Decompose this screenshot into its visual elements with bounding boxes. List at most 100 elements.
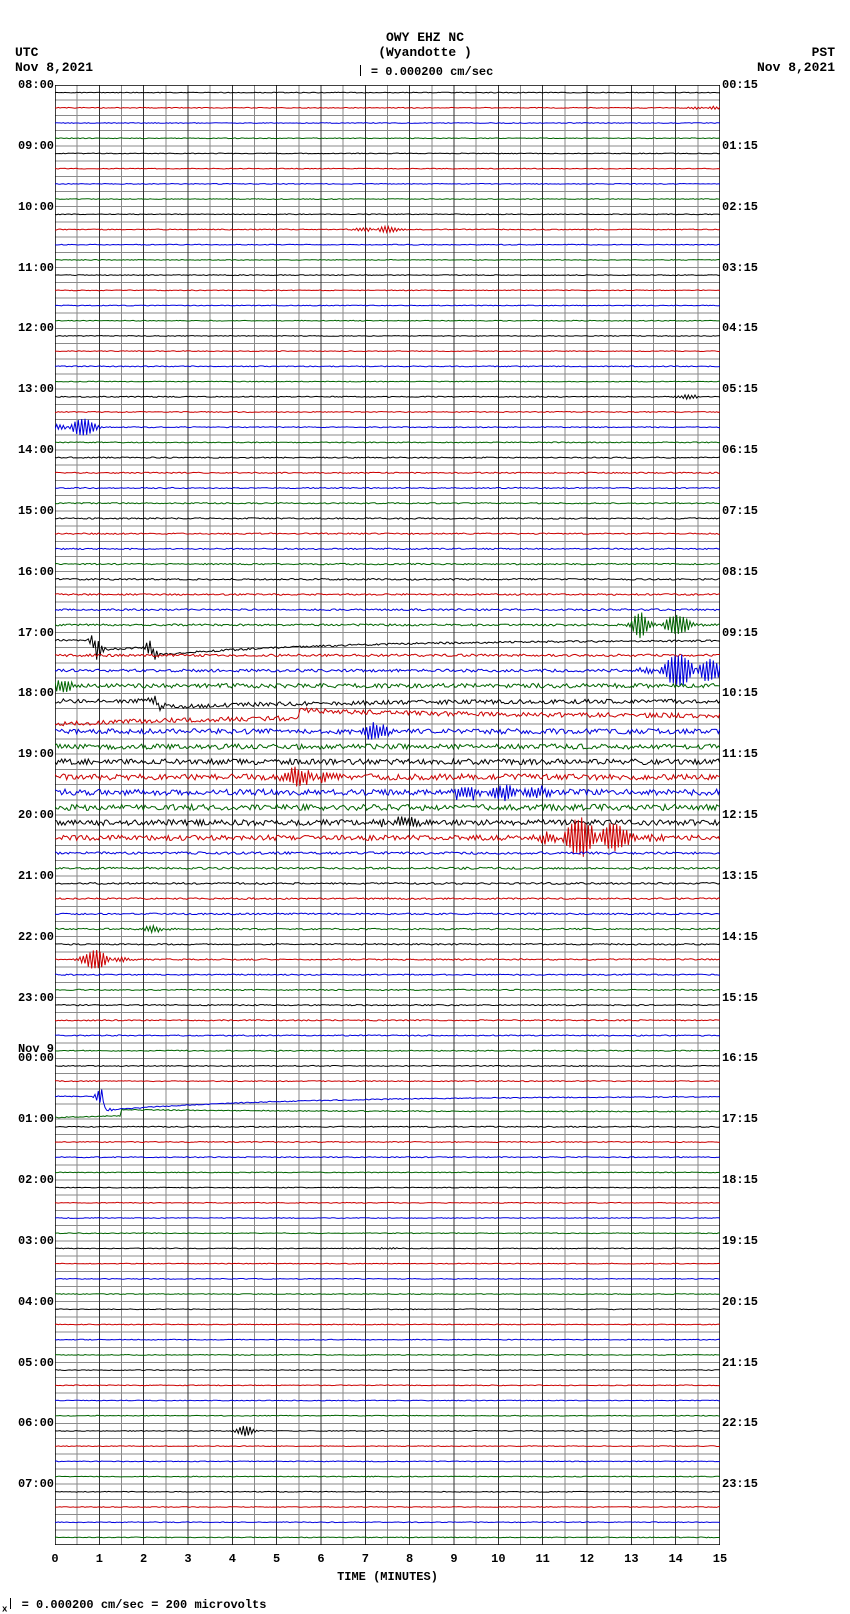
seismic-trace [55,442,720,443]
seismic-trace [55,106,720,109]
seismic-trace [55,305,720,306]
pst-time-label: 18:15 [722,1174,842,1186]
seismic-trace [55,1218,720,1219]
seismic-trace [55,548,720,549]
seismic-trace [55,533,720,534]
seismic-trace [55,123,720,124]
pst-time-label: 09:15 [722,627,842,639]
seismic-trace [55,722,720,739]
x-tick-label: 8 [406,1552,413,1566]
seismic-trace [55,613,720,639]
seismic-trace [55,1537,720,1538]
seismic-trace [55,1081,720,1082]
seismic-trace [55,419,720,436]
pst-time-label: 06:15 [722,444,842,456]
seismic-trace [55,472,720,473]
utc-time-label: 04:00 [0,1296,54,1308]
seismic-trace [55,1263,720,1264]
seismic-traces [55,85,720,1545]
x-tick-label: 11 [535,1552,549,1566]
x-tick-label: 7 [362,1552,369,1566]
seismic-trace [55,1065,720,1066]
utc-time-label: 23:00 [0,992,54,1004]
pst-time-label: 02:15 [722,201,842,213]
x-tick-label: 9 [450,1552,457,1566]
seismic-trace [55,1400,720,1401]
seismic-trace [55,883,720,885]
seismic-trace [55,913,720,915]
utc-time-label: 02:00 [0,1174,54,1186]
pst-time-label: 14:15 [722,931,842,943]
utc-time-label: 03:00 [0,1235,54,1247]
seismic-trace [55,1172,720,1173]
seismic-trace [55,1507,720,1508]
station-code: OWY EHZ NC [0,30,850,45]
seismic-trace [55,852,720,854]
pst-time-label: 13:15 [722,870,842,882]
utc-time-label: 16:00 [0,566,54,578]
pst-time-label: 08:15 [722,566,842,578]
seismic-trace [55,351,720,352]
seismic-trace [55,138,720,139]
pst-time-label: 16:15 [722,1052,842,1064]
pst-time-label: 20:15 [722,1296,842,1308]
pst-label: PST [812,45,835,60]
seismic-trace [55,696,720,711]
scale-center: = 0.000200 cm/sec [0,65,850,79]
utc-time-label: 14:00 [0,444,54,456]
seismic-trace [55,518,720,519]
pst-time-label: 00:15 [722,79,842,91]
utc-time-label: 06:00 [0,1417,54,1429]
footer-scale: x = 0.000200 cm/sec = 200 microvolts [2,1598,266,1614]
seismic-trace [55,1202,720,1203]
pst-time-label: 15:15 [722,992,842,1004]
footer-scale-text: = 0.000200 cm/sec = 200 microvolts [22,1598,267,1612]
seismic-trace [55,609,720,611]
pst-time-label: 10:15 [722,687,842,699]
seismic-trace [55,563,720,564]
utc-time-label: 22:00 [0,931,54,943]
seismic-trace [55,1233,720,1234]
seismic-trace [55,1426,720,1436]
x-tick-label: 5 [273,1552,280,1566]
x-tick-label: 6 [317,1552,324,1566]
seismic-trace [55,1050,720,1051]
seismic-trace [55,680,720,692]
seismic-trace [55,381,720,382]
pst-time-label: 11:15 [722,748,842,760]
station-location: (Wyandotte ) [0,45,850,60]
seismic-trace [55,199,720,200]
seismic-trace [55,1522,720,1523]
header: OWY EHZ NC (Wyandotte ) = 0.000200 cm/se… [0,0,850,85]
seismic-trace [55,1157,720,1158]
utc-time-label: 18:00 [0,687,54,699]
x-tick-label: 13 [624,1552,638,1566]
utc-time-label: 19:00 [0,748,54,760]
seismic-trace [55,1309,720,1310]
seismic-trace [55,594,720,596]
seismic-trace [55,275,720,276]
seismic-trace [55,457,720,458]
seismic-trace [55,487,720,488]
seismic-trace [55,1109,720,1118]
seismic-trace [55,1385,720,1386]
pst-time-label: 04:15 [722,322,842,334]
x-tick-label: 15 [713,1552,727,1566]
utc-time-label: 13:00 [0,383,54,395]
pst-time-label: 03:15 [722,262,842,274]
seismic-trace [55,950,720,968]
utc-time-label: 00:00 [0,1052,54,1064]
seismic-trace [55,898,720,900]
seismic-trace [55,336,720,337]
seismic-trace [55,804,720,810]
seismic-trace [55,153,720,154]
seismic-trace [55,867,720,869]
seismic-trace [55,1370,720,1371]
seismic-trace [55,1461,720,1462]
x-axis: TIME (MINUTES) 0123456789101112131415 [55,1548,720,1598]
utc-label: UTC [15,45,38,60]
pst-date: Nov 8,2021 [757,60,835,75]
seismic-trace [55,395,720,399]
seismic-trace [55,1355,720,1356]
utc-time-label: 05:00 [0,1357,54,1369]
